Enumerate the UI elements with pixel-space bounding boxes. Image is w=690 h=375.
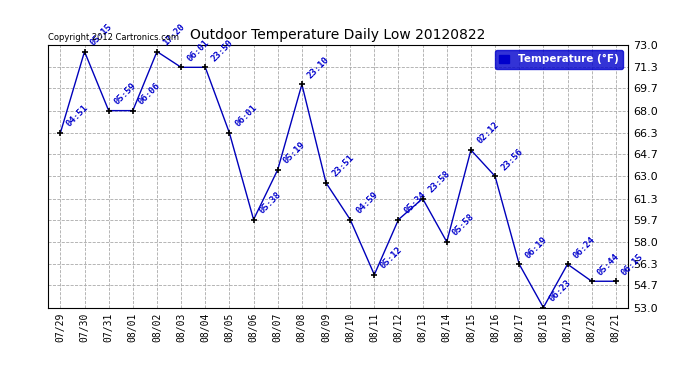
Text: Copyright 2012 Cartronics.com: Copyright 2012 Cartronics.com	[48, 33, 179, 42]
Text: 23:10: 23:10	[306, 55, 331, 80]
Legend: Temperature (°F): Temperature (°F)	[495, 50, 622, 69]
Text: 23:56: 23:56	[500, 147, 524, 172]
Text: 05:58: 05:58	[451, 212, 476, 238]
Text: 06:06: 06:06	[137, 81, 162, 106]
Text: 05:12: 05:12	[379, 245, 404, 270]
Text: 06:15: 06:15	[620, 252, 645, 277]
Text: 04:59: 04:59	[355, 190, 380, 215]
Text: 02:12: 02:12	[475, 120, 500, 146]
Text: 05:44: 05:44	[596, 252, 621, 277]
Text: 06:23: 06:23	[548, 278, 573, 303]
Text: 05:59: 05:59	[113, 81, 138, 106]
Text: 06:01: 06:01	[234, 104, 259, 129]
Text: 23:50: 23:50	[210, 38, 235, 63]
Text: 05:19: 05:19	[282, 140, 307, 165]
Text: 06:24: 06:24	[572, 235, 597, 260]
Text: 04:51: 04:51	[65, 104, 90, 129]
Text: 17:20: 17:20	[161, 22, 186, 47]
Title: Outdoor Temperature Daily Low 20120822: Outdoor Temperature Daily Low 20120822	[190, 28, 486, 42]
Text: 23:58: 23:58	[427, 169, 452, 194]
Text: 05:34: 05:34	[403, 190, 428, 215]
Text: 23:51: 23:51	[331, 153, 355, 178]
Text: 06:19: 06:19	[524, 235, 549, 260]
Text: 06:01: 06:01	[186, 38, 210, 63]
Text: 05:38: 05:38	[258, 190, 283, 215]
Text: 05:15: 05:15	[89, 22, 114, 47]
